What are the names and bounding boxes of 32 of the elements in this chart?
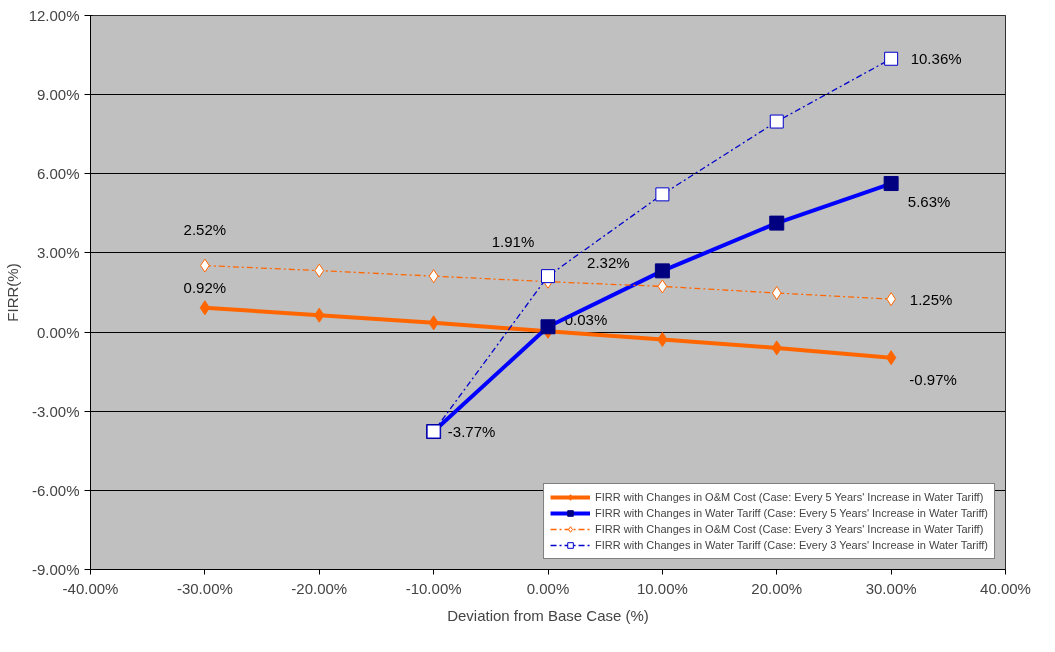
- y-tick-label: -6.00%: [31, 481, 80, 499]
- x-tick-label: -20.00%: [291, 579, 348, 597]
- data-label: 2.32%: [587, 254, 630, 272]
- data-label: 2.52%: [183, 221, 227, 239]
- x-tick-label: 10.00%: [636, 579, 688, 597]
- x-tick-label: 20.00%: [751, 579, 803, 597]
- y-tick-label: 6.00%: [36, 165, 80, 183]
- data-label: 5.63%: [907, 193, 951, 211]
- y-tick-label: 3.00%: [36, 244, 80, 262]
- data-label: -0.97%: [909, 371, 957, 389]
- y-tick-label: -9.00%: [31, 561, 80, 578]
- y-axis-title: FIRR(%): [3, 263, 21, 322]
- x-tick-label: -10.00%: [405, 579, 462, 597]
- y-tick-label: 0.00%: [36, 323, 80, 341]
- data-label: 1.25%: [909, 290, 953, 308]
- legend-label: FIRR with Changes in Water Tariff (Case: Every 5 Years' Increase in Water Tariff): [595, 506, 988, 520]
- y-tick-label: 12.00%: [28, 7, 80, 24]
- x-tick-label: 0.00%: [526, 579, 570, 597]
- legend-label: FIRR with Changes in O&M Cost (Case: Every 3 Years' Increase in Water Tariff): [595, 522, 984, 536]
- legend-label: FIRR with Changes in O&M Cost (Case: Every 5 Years' Increase in Water Tariff): [595, 490, 984, 504]
- x-tick-label: 30.00%: [865, 579, 917, 597]
- data-label: 10.36%: [910, 50, 962, 68]
- data-label: 0.92%: [183, 279, 227, 297]
- data-label: -3.77%: [447, 423, 496, 441]
- x-tick-label: -40.00%: [62, 579, 119, 597]
- x-axis-title: Deviation from Base Case (%): [447, 606, 649, 624]
- data-label: 1.91%: [491, 233, 535, 251]
- x-tick-label: 40.00%: [980, 579, 1031, 597]
- y-tick-label: -3.00%: [31, 402, 80, 420]
- y-tick-label: 9.00%: [36, 86, 80, 104]
- x-tick-label: -30.00%: [176, 579, 233, 597]
- legend-label: FIRR with Changes in Water Tariff (Case: Every 3 Years' Increase in Water Tariff): [595, 538, 988, 552]
